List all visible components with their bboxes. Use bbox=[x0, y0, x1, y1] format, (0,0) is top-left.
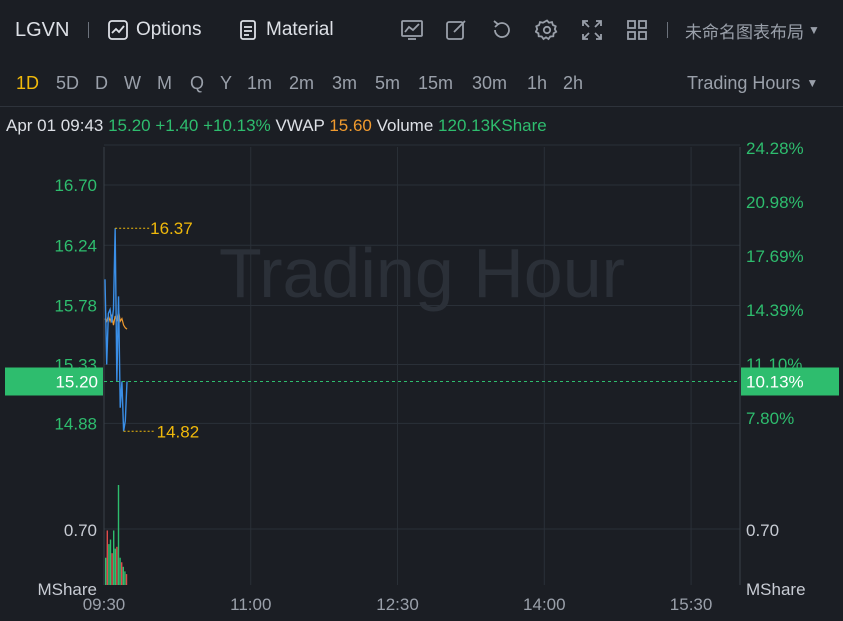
material-icon[interactable] bbox=[236, 18, 260, 42]
vwap-value: 15.60 bbox=[329, 116, 372, 135]
period-Y[interactable]: Y bbox=[220, 72, 233, 93]
volume-bar bbox=[116, 546, 118, 585]
material-button[interactable]: Material bbox=[266, 19, 334, 40]
y-tick-label-pct: 7.80% bbox=[746, 409, 794, 428]
volume-bar bbox=[117, 485, 120, 585]
volume-bar bbox=[108, 544, 110, 585]
period-D[interactable]: D bbox=[95, 72, 108, 93]
intraday-chart[interactable]: Trading Hour 16.7016.2415.7815.3314.880.… bbox=[0, 107, 843, 621]
volume-bar bbox=[124, 571, 126, 585]
chart-indicator-icon[interactable] bbox=[400, 18, 424, 42]
period-1h[interactable]: 1h bbox=[527, 72, 548, 93]
y-tick-label: 15.78 bbox=[54, 297, 97, 316]
top-toolbar: LGVN Options Material 未命名图表布局 ▼ bbox=[0, 0, 843, 60]
volume-tick-label: 0.70 bbox=[746, 521, 779, 540]
y-tick-label-pct: 24.28% bbox=[746, 139, 804, 158]
settings-icon[interactable] bbox=[534, 18, 559, 42]
price-line bbox=[104, 228, 128, 432]
period-1D[interactable]: 1D bbox=[16, 72, 40, 93]
volume-bar bbox=[121, 562, 123, 585]
volume-bar bbox=[105, 557, 107, 585]
layout-dropdown[interactable]: 未命名图表布局 ▼ bbox=[685, 0, 820, 60]
quote-price: 15.20 bbox=[108, 116, 151, 135]
y-tick-label-pct: 17.69% bbox=[746, 247, 804, 266]
period-5D[interactable]: 5D bbox=[56, 72, 80, 93]
volume-label: Volume bbox=[376, 116, 434, 135]
options-icon[interactable] bbox=[106, 18, 130, 42]
toolbar-divider bbox=[88, 22, 89, 38]
caret-down-icon: ▼ bbox=[806, 76, 819, 90]
fullscreen-icon[interactable] bbox=[580, 18, 604, 42]
current-price-tag-left bbox=[5, 367, 103, 396]
period-2h[interactable]: 2h bbox=[563, 72, 584, 93]
quote-info-bar: Apr 01 09:43 15.20 +1.40 +10.13% VWAP 15… bbox=[6, 116, 547, 136]
volume-bar bbox=[125, 574, 128, 585]
y-tick-label-pct: 14.39% bbox=[746, 301, 804, 320]
y-axis-right: 24.28%20.98%17.69%14.39%11.10%7.80%0.70M… bbox=[746, 139, 806, 599]
period-3m[interactable]: 3m bbox=[332, 72, 358, 93]
x-tick-label: 11:00 bbox=[230, 595, 271, 614]
y-tick-label-pct: 20.98% bbox=[746, 193, 804, 212]
current-price-label: 15.20 bbox=[55, 372, 98, 391]
volume-value: 120.13KShare bbox=[438, 116, 547, 135]
period-W[interactable]: W bbox=[124, 72, 141, 93]
vwap-label: VWAP bbox=[275, 116, 325, 135]
session-label: Trading Hours bbox=[687, 72, 801, 93]
quote-change: +1.40 bbox=[155, 116, 199, 135]
chart-watermark: Trading Hour bbox=[219, 234, 625, 312]
symbol-label[interactable]: LGVN bbox=[15, 18, 70, 41]
x-tick-label: 09:30 bbox=[83, 595, 126, 614]
quote-change-pct: +10.13% bbox=[203, 116, 271, 135]
volume-bar bbox=[109, 539, 112, 585]
price-lines bbox=[104, 228, 128, 432]
layout-name: 未命名图表布局 bbox=[685, 22, 804, 42]
low-price-label: 14.82 bbox=[157, 422, 200, 441]
current-price-line: 15.20 10.13% bbox=[5, 367, 839, 396]
high-price-label: 16.37 bbox=[150, 219, 193, 238]
volume-bar bbox=[113, 530, 115, 585]
caret-down-icon: ▼ bbox=[808, 23, 820, 37]
toolbar-divider bbox=[667, 22, 668, 38]
volume-unit-label: MShare bbox=[37, 580, 97, 599]
volume-bars bbox=[105, 485, 128, 585]
current-price-tag-right bbox=[741, 367, 839, 396]
period-5m[interactable]: 5m bbox=[375, 72, 401, 93]
price-annotations: 16.37 14.82 bbox=[115, 219, 199, 441]
period-2m[interactable]: 2m bbox=[289, 72, 315, 93]
x-tick-label: 14:00 bbox=[523, 595, 566, 614]
y-tick-label: 16.24 bbox=[54, 236, 97, 255]
period-M[interactable]: M bbox=[157, 72, 172, 93]
period-30m[interactable]: 30m bbox=[472, 72, 508, 93]
period-15m[interactable]: 15m bbox=[418, 72, 454, 93]
quote-datetime: Apr 01 09:43 bbox=[6, 116, 104, 135]
period-Q[interactable]: Q bbox=[190, 72, 205, 93]
options-button[interactable]: Options bbox=[136, 19, 202, 40]
layout-grid-icon[interactable] bbox=[625, 18, 649, 42]
x-axis: 09:30 11:00 12:30 14:00 15:30 bbox=[83, 595, 713, 614]
period-bar bbox=[0, 60, 843, 107]
volume-bar bbox=[106, 530, 108, 585]
volume-bar bbox=[111, 553, 113, 585]
volume-bar bbox=[119, 557, 121, 585]
x-tick-label: 12:30 bbox=[376, 595, 419, 614]
volume-bar bbox=[114, 548, 116, 585]
period-1m[interactable]: 1m bbox=[247, 72, 273, 93]
y-tick-label: 16.70 bbox=[54, 176, 97, 195]
volume-tick-label: 0.70 bbox=[64, 521, 97, 540]
x-tick-label: 15:30 bbox=[670, 595, 713, 614]
y-tick-label: 14.88 bbox=[54, 414, 97, 433]
volume-bar bbox=[122, 566, 124, 585]
volume-unit-label: MShare bbox=[746, 580, 806, 599]
chart-grid bbox=[103, 144, 741, 585]
current-change-pct-label: 10.13% bbox=[746, 372, 804, 391]
draw-icon[interactable] bbox=[444, 18, 468, 42]
session-dropdown[interactable]: Trading Hours ▼ bbox=[687, 60, 818, 106]
replay-icon[interactable] bbox=[490, 18, 514, 42]
